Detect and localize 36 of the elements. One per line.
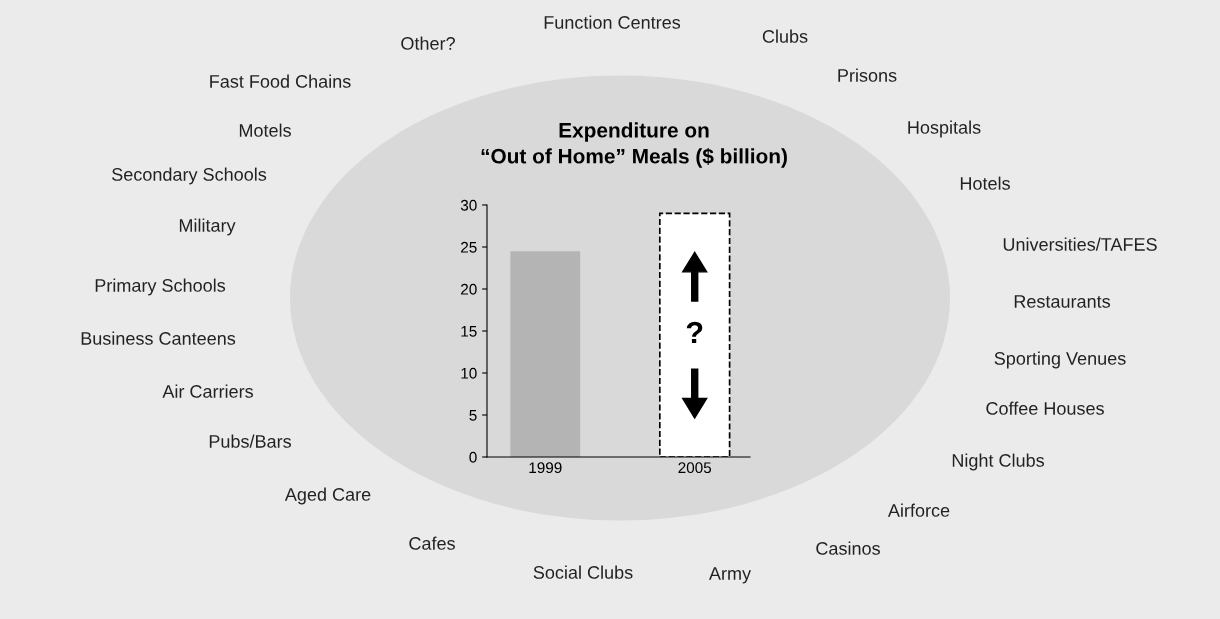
- text: Secondary Schools: [112, 167, 267, 185]
- text: Other?: [401, 36, 455, 50]
- text: Coffee Houses: [986, 401, 1104, 415]
- text: Casinos: [816, 541, 880, 555]
- text: Army: [708, 567, 752, 584]
- text: Business Canteens: [81, 331, 236, 345]
- text: Hospitals: [908, 120, 981, 138]
- y-tick-label: 15: [461, 326, 477, 337]
- y-tick-label: 10: [461, 367, 477, 379]
- text: Universities/TAFES: [1003, 237, 1157, 251]
- text: Pubs/Bars: [209, 434, 291, 448]
- text: Sporting Venues: [994, 351, 1126, 369]
- text: Airforce: [887, 503, 950, 517]
- y-tick-label: 30: [460, 199, 477, 211]
- chart-title: Expenditure on “Out of Home” Meals ($ billion): [481, 122, 787, 168]
- text: Prisons: [838, 68, 897, 82]
- y-tick-label: 5: [469, 410, 477, 421]
- text: Clubs: [762, 29, 808, 43]
- y-tick-label: 0: [469, 451, 477, 463]
- text: Night Clubs: [952, 453, 1045, 471]
- text: Restaurants: [1014, 295, 1111, 308]
- text: Military: [179, 218, 236, 236]
- text: Air Carriers: [162, 384, 253, 398]
- x-tick-label: 2005: [678, 462, 712, 474]
- text: Hotels: [960, 176, 1010, 190]
- text: Fast Food Chains: [210, 74, 351, 88]
- text: Cafes: [409, 536, 455, 550]
- text: Function Centres: [544, 15, 681, 29]
- text: Aged Care: [284, 487, 371, 505]
- y-tick-label: 20: [461, 283, 477, 295]
- text: Social Clubs: [533, 565, 633, 579]
- y-tick-label: 25: [461, 241, 477, 253]
- text: Primary Schools: [95, 278, 226, 296]
- annotation: ?: [686, 321, 703, 344]
- text: Motels: [239, 123, 291, 137]
- x-tick-label: 1999: [529, 462, 562, 474]
